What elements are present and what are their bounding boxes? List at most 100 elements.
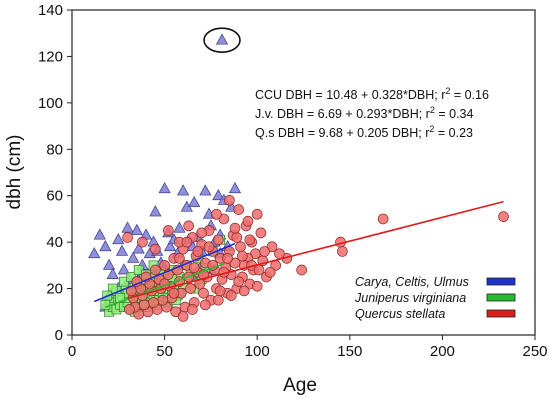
point-quercus-stellata bbox=[181, 236, 193, 248]
equation-tail: = 0.34 bbox=[435, 107, 474, 121]
point-quercus-stellata bbox=[124, 304, 135, 315]
legend-label: Carya, Celtis, Ulmus bbox=[355, 275, 469, 289]
outlier-highlight-ellipse bbox=[203, 27, 241, 53]
point-carya-celtis-ulmus bbox=[88, 247, 101, 259]
point-quercus-stellata bbox=[274, 248, 285, 260]
point-quercus-stellata bbox=[237, 250, 248, 262]
x-tick-label: 100 bbox=[245, 343, 270, 360]
point-quercus-stellata bbox=[225, 290, 237, 301]
point-quercus-stellata bbox=[233, 204, 245, 215]
point-quercus-stellata bbox=[212, 234, 224, 246]
point-carya-celtis-ulmus bbox=[177, 184, 190, 196]
point-carya-celtis-ulmus bbox=[127, 251, 140, 263]
equation-superscript: 2 bbox=[429, 124, 434, 134]
point-quercus-stellata bbox=[235, 241, 246, 253]
point-quercus-stellata bbox=[264, 266, 276, 278]
point-quercus-stellata bbox=[149, 243, 161, 255]
y-tick-label: 60 bbox=[46, 188, 63, 205]
point-quercus-stellata bbox=[377, 213, 389, 225]
point-quercus-stellata bbox=[162, 225, 174, 236]
equation-superscript: 2 bbox=[445, 86, 450, 96]
point-quercus-stellata bbox=[188, 262, 200, 274]
y-tick-label: 40 bbox=[46, 234, 63, 251]
point-quercus-stellata bbox=[214, 285, 226, 297]
point-quercus-stellata bbox=[244, 234, 256, 246]
point-carya-celtis-ulmus bbox=[228, 182, 242, 194]
point-quercus-stellata bbox=[259, 246, 270, 257]
point-quercus-stellata bbox=[211, 208, 222, 220]
legend-swatch bbox=[486, 277, 516, 286]
axes: 0 50 100 150 200 250 0 20 40 60 80 100 120 140 bbox=[38, 2, 548, 360]
point-quercus-stellata bbox=[222, 253, 233, 264]
point-quercus-stellata bbox=[185, 283, 196, 294]
point-quercus-stellata bbox=[251, 208, 263, 220]
legend-swatch bbox=[486, 309, 516, 318]
point-carya-celtis-ulmus bbox=[173, 221, 186, 233]
point-quercus-stellata bbox=[192, 246, 204, 257]
legend-swatch bbox=[486, 293, 516, 302]
point-quercus-stellata bbox=[255, 227, 267, 239]
point-carya-celtis-ulmus bbox=[149, 205, 162, 217]
point-carya-celtis-ulmus bbox=[188, 195, 201, 208]
point-quercus-stellata bbox=[148, 297, 159, 308]
point-quercus-stellata bbox=[253, 264, 265, 276]
point-carya-celtis-ulmus bbox=[164, 240, 177, 252]
point-quercus-stellata bbox=[138, 299, 150, 311]
regression-equation: CCU DBH = 10.48 + 0.328*DBH; r2 = 0.16 bbox=[255, 86, 489, 102]
y-tick-label: 20 bbox=[46, 281, 63, 298]
point-quercus-stellata bbox=[122, 232, 133, 243]
equation-main: J.v. DBH = 6.69 + 0.293*DBH; r bbox=[255, 107, 430, 121]
trend-line-quercus-stellata bbox=[127, 200, 504, 300]
point-quercus-stellata bbox=[187, 304, 198, 315]
point-carya-celtis-ulmus bbox=[158, 182, 171, 194]
trend-line-juniperus-virginiana bbox=[105, 262, 225, 308]
regression-equations: CCU DBH = 10.48 + 0.328*DBH; r2 = 0.16 J.… bbox=[255, 86, 489, 140]
point-quercus-stellata bbox=[212, 294, 224, 306]
x-axis-label: Age bbox=[283, 375, 317, 396]
point-carya-celtis-ulmus bbox=[112, 233, 125, 245]
point-quercus-stellata bbox=[224, 195, 235, 206]
point-carya-celtis-ulmus bbox=[130, 223, 143, 235]
point-quercus-stellata bbox=[229, 222, 241, 234]
point-carya-celtis-ulmus bbox=[117, 263, 130, 275]
point-carya-celtis-ulmus bbox=[199, 184, 212, 196]
point-quercus-stellata bbox=[242, 215, 254, 227]
y-tick-label: 140 bbox=[38, 2, 63, 19]
point-quercus-stellata bbox=[174, 253, 185, 264]
y-tick-label: 0 bbox=[55, 327, 63, 344]
plot-frame bbox=[71, 9, 536, 336]
point-carya-celtis-ulmus bbox=[115, 244, 129, 256]
point-carya-celtis-ulmus bbox=[215, 33, 229, 45]
point-carya-celtis-ulmus bbox=[132, 242, 145, 254]
point-carya-celtis-ulmus bbox=[102, 258, 116, 270]
point-juniperus-virginiana bbox=[100, 299, 111, 310]
point-quercus-stellata bbox=[203, 241, 215, 253]
point-carya-celtis-ulmus bbox=[106, 267, 119, 279]
y-tick-label: 80 bbox=[46, 141, 63, 158]
point-quercus-stellata bbox=[251, 280, 263, 292]
x-tick-label: 250 bbox=[522, 343, 547, 360]
equation-tail: = 0.23 bbox=[434, 126, 473, 140]
legend-label: Quercus stellata bbox=[355, 307, 445, 321]
equation-main: Q.s DBH = 9.68 + 0.205 DBH; r bbox=[255, 126, 429, 140]
point-carya-celtis-ulmus bbox=[121, 221, 134, 233]
equation-main: CCU DBH = 10.48 + 0.328*DBH; r bbox=[255, 88, 445, 102]
point-quercus-stellata bbox=[196, 227, 207, 239]
point-quercus-stellata bbox=[233, 276, 245, 287]
regression-equation: Q.s DBH = 9.68 + 0.205 DBH; r2 = 0.23 bbox=[255, 124, 473, 140]
point-quercus-stellata bbox=[498, 211, 509, 222]
regression-equation: J.v. DBH = 6.69 + 0.293*DBH; r2 = 0.34 bbox=[255, 105, 473, 121]
x-tick-label: 150 bbox=[337, 343, 362, 360]
legend: Carya, Celtis, Ulmus Juniperus virginiana… bbox=[354, 275, 516, 321]
equation-superscript: 2 bbox=[430, 105, 435, 115]
point-quercus-stellata bbox=[177, 311, 189, 322]
point-quercus-stellata bbox=[198, 287, 209, 299]
point-carya-celtis-ulmus bbox=[212, 188, 225, 201]
y-tick-label: 120 bbox=[38, 48, 63, 65]
y-tick-label: 100 bbox=[38, 95, 63, 112]
point-quercus-stellata bbox=[199, 299, 211, 311]
point-quercus-stellata bbox=[337, 246, 348, 257]
x-tick-label: 50 bbox=[156, 343, 173, 360]
point-carya-celtis-ulmus bbox=[93, 228, 106, 240]
